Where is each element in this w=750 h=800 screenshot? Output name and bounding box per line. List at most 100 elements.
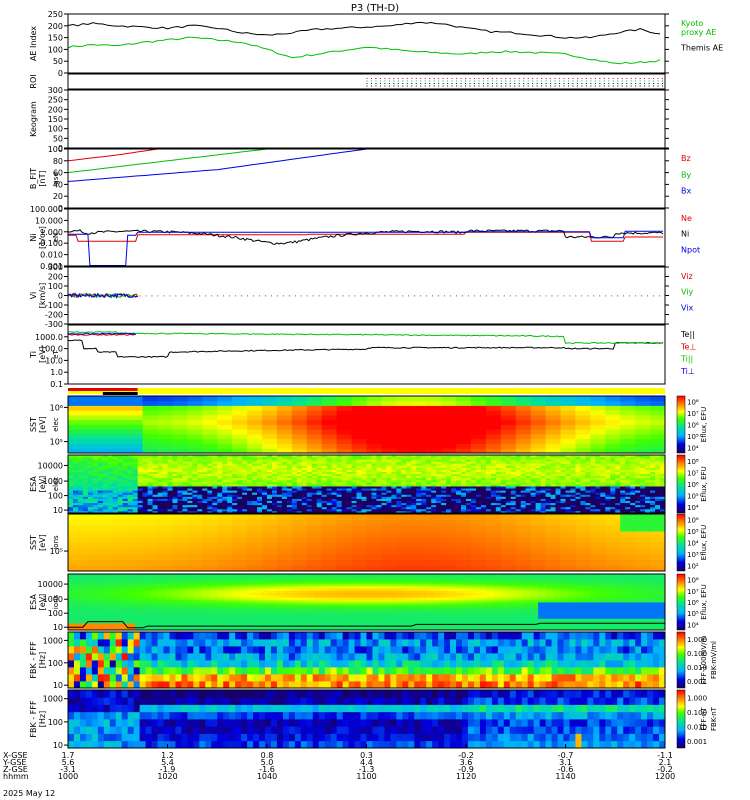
zero-dot [623, 295, 625, 297]
y-axis-label: Keogram [29, 101, 38, 137]
heatmap-cell [316, 506, 323, 510]
heatmap-cell [232, 457, 238, 460]
heatmap-cell [252, 496, 258, 499]
heatmap-cell [142, 473, 149, 477]
roi-dot [626, 80, 628, 82]
heatmap-cell [321, 484, 328, 487]
heatmap-cell [545, 467, 551, 470]
heatmap-cell [605, 463, 611, 466]
heatmap-cell [620, 461, 626, 464]
heatmap-cell [625, 488, 631, 491]
heatmap-cell [262, 514, 278, 521]
heatmap-cell [466, 490, 472, 493]
heatmap-cell [127, 500, 134, 504]
heatmap-cell [545, 469, 551, 472]
roi-dot [626, 78, 628, 79]
heatmap-cell [475, 455, 482, 458]
heatmap-cell [620, 396, 636, 402]
heatmap-cell [600, 467, 606, 470]
heatmap-cell [500, 424, 517, 430]
heatmap-cell [142, 400, 158, 406]
heatmap-cell [291, 473, 298, 477]
colorbar-tick-label: 10⁵ [687, 433, 699, 441]
roi-dot [442, 85, 444, 87]
heatmap-cell [505, 498, 512, 501]
heatmap-cell [570, 467, 576, 470]
heatmap-cell [580, 463, 586, 466]
heatmap-cell [187, 429, 203, 435]
heatmap-cell [82, 400, 99, 406]
heatmap-cell [356, 510, 362, 514]
heatmap-cell [605, 498, 611, 501]
heatmap-cell [105, 583, 114, 587]
heatmap-cell [97, 484, 104, 487]
heatmap-cell [68, 590, 76, 594]
heatmap-cell [575, 481, 581, 485]
heatmap-cell [267, 469, 273, 472]
heatmap-cell [431, 490, 437, 493]
roi-dot [393, 80, 395, 82]
roi-dot [536, 85, 538, 87]
heatmap-cell [217, 510, 223, 514]
heatmap-cell [605, 410, 621, 416]
heatmap-cell [157, 459, 163, 462]
heatmap-cell [401, 494, 407, 497]
heatmap-cell [540, 475, 547, 479]
heatmap-cell [232, 484, 238, 487]
heatmap-cell [466, 463, 472, 466]
heatmap-cell [530, 479, 537, 483]
roi-dot [370, 83, 372, 84]
heatmap-cell [401, 469, 407, 472]
heatmap-cell [326, 484, 333, 487]
heatmap-cell [545, 553, 561, 560]
heatmap-cell [470, 548, 487, 555]
heatmap-cell [535, 467, 542, 470]
heatmap-cell [172, 504, 178, 508]
heatmap-cell [461, 481, 467, 485]
heatmap-cell [117, 506, 124, 510]
heatmap-cell [640, 484, 646, 487]
heatmap-cell [500, 525, 517, 532]
heatmap-cell [570, 471, 576, 475]
heatmap-cell [68, 592, 76, 596]
heatmap-cell [212, 463, 218, 466]
heatmap-cell [68, 618, 76, 622]
heatmap-cell [247, 457, 253, 460]
heatmap-cell [480, 455, 487, 458]
heatmap-cell [575, 492, 581, 495]
heatmap-cell [560, 548, 576, 555]
heatmap-cell [470, 488, 477, 491]
heatmap-cell [296, 510, 303, 514]
heatmap-cell [640, 459, 646, 462]
heatmap-cell [97, 473, 104, 477]
heatmap-cell [301, 506, 308, 510]
heatmap-cell [117, 510, 124, 514]
y-tick-label: 0 [58, 204, 63, 213]
heatmap-cell [321, 461, 328, 464]
heatmap-cell [105, 599, 114, 603]
heatmap-cell [555, 492, 561, 495]
heatmap-cell [535, 504, 542, 508]
heatmap-cell [396, 492, 402, 495]
heatmap-cell [366, 477, 372, 481]
roi-dot [478, 83, 480, 84]
heatmap-cell [356, 471, 362, 475]
heatmap-cell [291, 438, 308, 444]
heatmap-cell [291, 481, 298, 485]
zero-dot [491, 295, 493, 297]
heatmap-cell [157, 455, 163, 458]
heatmap-cell [530, 500, 537, 504]
heatmap-cell [291, 461, 298, 464]
series-by [67, 148, 268, 174]
heatmap-cell [311, 508, 318, 512]
heatmap-cell [187, 405, 203, 411]
heatmap-cell [540, 473, 547, 477]
heatmap-cell [530, 405, 546, 411]
heatmap-cell [451, 467, 457, 470]
roi-dot [429, 83, 431, 84]
heatmap-cell [152, 455, 158, 458]
heatmap-cell [351, 400, 367, 406]
heatmap-cell [301, 455, 308, 458]
heatmap-cell [82, 461, 89, 464]
heatmap-cell [540, 457, 547, 460]
